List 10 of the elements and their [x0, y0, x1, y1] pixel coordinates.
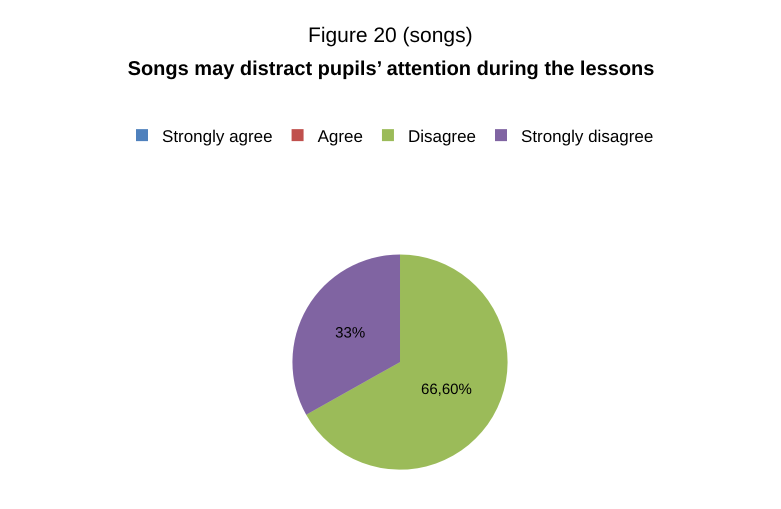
legend-label: Agree — [318, 126, 363, 146]
data-label: 33% — [335, 324, 366, 342]
legend-label: Strongly disagree — [521, 126, 654, 146]
pie-slice — [292, 254, 400, 415]
pie-slice — [306, 254, 508, 470]
legend-label: Strongly agree — [162, 126, 273, 146]
legend-label: Disagree — [408, 126, 476, 146]
chart-subtitle: Songs may distract pupils’ attention during the lessons — [128, 58, 654, 80]
data-label: 66,60% — [420, 380, 472, 398]
chart-title: Figure 20 (songs) — [308, 24, 473, 47]
